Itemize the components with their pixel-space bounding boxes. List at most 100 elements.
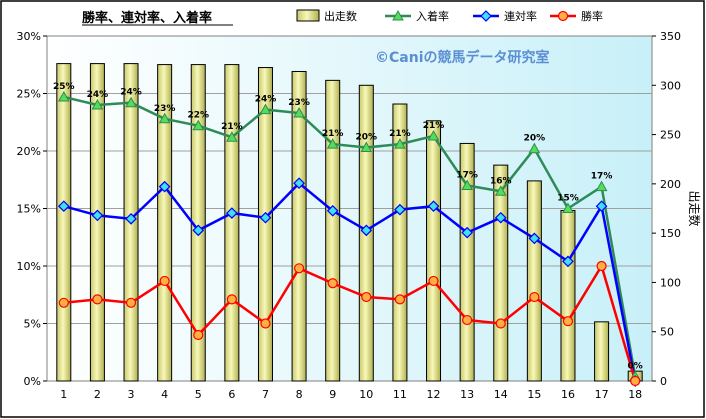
data-label: 16% (490, 176, 512, 186)
data-label: 25% (53, 82, 75, 92)
point-入着率 (226, 131, 238, 142)
point-入着率 (192, 119, 205, 131)
point-勝率 (596, 260, 607, 272)
point-勝率 (630, 375, 641, 387)
right-tick-label: 0 (660, 375, 667, 388)
data-label: 22% (187, 111, 209, 121)
data-label: 21% (423, 121, 445, 131)
bar-出走数 (594, 321, 610, 382)
bar-出走数 (426, 120, 442, 382)
data-label: 24% (120, 88, 142, 98)
point-入着率 (158, 112, 171, 124)
bar-出走数 (493, 164, 509, 382)
point-入着率 (293, 107, 305, 118)
point-入着率 (562, 202, 574, 213)
point-連対率 (259, 211, 272, 224)
x-tick-label: 9 (329, 388, 336, 401)
left-tick-label: 10% (17, 260, 41, 273)
data-label: 24% (255, 95, 277, 105)
point-入着率 (360, 141, 373, 153)
point-連対率 (326, 204, 339, 217)
right-tick-label: 300 (660, 79, 681, 92)
point-入着率 (595, 180, 608, 192)
point-勝率 (92, 294, 103, 305)
left-tick-label: 30% (17, 30, 41, 43)
x-tick-label: 8 (296, 388, 303, 401)
watermark-text: ©Caniの競馬データ研究室 (375, 49, 550, 66)
point-連対率 (480, 10, 492, 22)
point-連対率 (562, 255, 574, 268)
point-入着率 (427, 130, 440, 141)
right-tick-label: 100 (660, 276, 681, 289)
point-勝率 (495, 318, 506, 329)
point-勝率 (327, 278, 338, 289)
point-連対率 (528, 232, 541, 245)
x-tick-label: 13 (460, 388, 474, 401)
bar-出走数 (392, 103, 408, 382)
data-label: 20% (356, 133, 378, 143)
point-入着率 (259, 103, 272, 115)
x-tick-label: 18 (628, 388, 642, 401)
right-tick-label: 350 (660, 30, 681, 43)
bar-出走数 (224, 64, 240, 382)
data-label: 21% (221, 122, 243, 132)
right-tick-label: 250 (660, 129, 681, 142)
legend-label: 入着率 (416, 9, 449, 23)
point-連対率 (494, 211, 507, 224)
point-勝率 (462, 314, 473, 326)
x-tick-label: 5 (195, 388, 202, 401)
point-勝率 (557, 10, 569, 22)
bar-出走数 (157, 64, 173, 382)
point-連対率 (91, 209, 104, 222)
right-axis-label: 出走数 (687, 190, 702, 226)
legend-label: 連対率 (504, 9, 537, 23)
x-tick-label: 10 (359, 388, 373, 401)
data-label: 17% (591, 172, 613, 182)
data-label: 24% (87, 90, 109, 100)
data-label: 0% (628, 361, 643, 371)
point-入着率 (91, 98, 104, 110)
x-tick-label: 6 (228, 388, 235, 401)
data-label: 17% (456, 171, 478, 181)
legend-label: 勝率 (581, 9, 603, 23)
point-勝率 (293, 263, 305, 274)
left-tick-label: 5% (24, 318, 41, 331)
point-入着率 (394, 138, 406, 149)
point-連対率 (57, 200, 70, 213)
bar-出走数 (526, 180, 542, 382)
series-line-入着率 (63, 95, 637, 377)
point-連対率 (427, 200, 440, 213)
x-tick-label: 1 (60, 388, 67, 401)
left-tick-label: 15% (17, 203, 41, 216)
x-tick-label: 12 (427, 388, 441, 401)
legend-swatch-bar (296, 9, 320, 22)
series-line-勝率 (63, 262, 637, 382)
point-勝率 (562, 316, 574, 327)
point-連対率 (461, 226, 473, 239)
bar-出走数 (291, 70, 307, 382)
bar-出走数 (89, 63, 105, 382)
left-tick-label: 25% (17, 88, 41, 101)
left-tick-label: 20% (17, 145, 41, 158)
x-tick-label: 11 (393, 388, 407, 401)
x-tick-label: 2 (94, 388, 101, 401)
point-連対率 (394, 203, 406, 216)
data-label: 21% (389, 129, 411, 139)
point-連対率 (226, 207, 238, 219)
x-tick-label: 16 (561, 388, 575, 401)
point-勝率 (58, 297, 69, 308)
point-勝率 (394, 294, 406, 305)
point-入着率 (57, 90, 70, 102)
right-tick-label: 50 (660, 326, 674, 339)
x-tick-label: 17 (595, 388, 609, 401)
point-入着率 (461, 179, 473, 190)
point-入着率 (392, 9, 404, 21)
point-連対率 (158, 180, 171, 193)
point-勝率 (428, 275, 439, 287)
point-入着率 (528, 142, 541, 154)
point-勝率 (260, 318, 271, 329)
point-連対率 (360, 224, 373, 237)
chart-title: 勝率、連対率、入着率 (82, 10, 212, 26)
x-tick-label: 4 (161, 388, 168, 401)
